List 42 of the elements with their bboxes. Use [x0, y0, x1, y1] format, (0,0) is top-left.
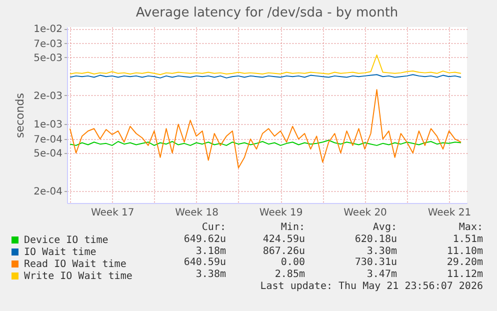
- text: 620.18u: [354, 234, 397, 246]
- y-tick-label: 5e-03: [34, 52, 62, 64]
- legend-label: Read IO Wait time: [24, 259, 126, 270]
- text: 424.59u: [262, 234, 305, 246]
- text: 649.62u: [184, 234, 226, 246]
- text: 1.51m: [452, 234, 483, 246]
- text: Avg:: [372, 222, 397, 234]
- text: 640.59u: [184, 257, 226, 270]
- text: 3.38m: [196, 269, 226, 282]
- text: 2.85m: [274, 269, 305, 281]
- y-tick-label: 7e-03: [34, 38, 62, 50]
- y-tick-label: 2e-04: [34, 186, 62, 198]
- y-tick-label: 2e-03: [34, 90, 62, 102]
- text: 11.10m: [446, 246, 483, 258]
- text: 11.12m: [446, 269, 483, 282]
- text: Cur:: [202, 222, 226, 234]
- line-series: [70, 89, 462, 168]
- legend-label: Write IO Wait time: [24, 271, 132, 282]
- x-tick-label: Week 20: [344, 208, 387, 218]
- text: Min:: [280, 222, 305, 234]
- text: 3.30m: [366, 246, 397, 258]
- y-tick-label: 7e-04: [34, 134, 62, 146]
- text: 867.26u: [262, 246, 305, 258]
- text: Max:: [458, 222, 483, 234]
- text: 730.31u: [354, 257, 397, 270]
- x-tick-label: Week 17: [90, 208, 134, 218]
- x-tick-label: Week 19: [259, 208, 303, 218]
- text: 29.20m: [446, 257, 483, 270]
- text: 3.47m: [366, 269, 397, 282]
- y-tick-label: 1e-02: [34, 24, 62, 36]
- y-tick-label: 5e-04: [34, 148, 62, 160]
- text: 0.00: [280, 257, 305, 270]
- line-series: [70, 54, 462, 76]
- y-tick-label: 1e-03: [34, 120, 62, 131]
- legend-label: IO Wait time: [24, 247, 96, 258]
- y-axis-title: seconds: [14, 92, 27, 138]
- text: 3.18m: [196, 246, 226, 258]
- x-tick-label: Week 18: [175, 208, 218, 218]
- text: Last update: Thu May 21 23:56:07 2026: [260, 281, 483, 293]
- x-tick-label: Week 21: [428, 208, 472, 218]
- legend-label: Device IO time: [24, 235, 108, 246]
- chart-title: Average latency for /dev/sda - by month: [136, 6, 398, 21]
